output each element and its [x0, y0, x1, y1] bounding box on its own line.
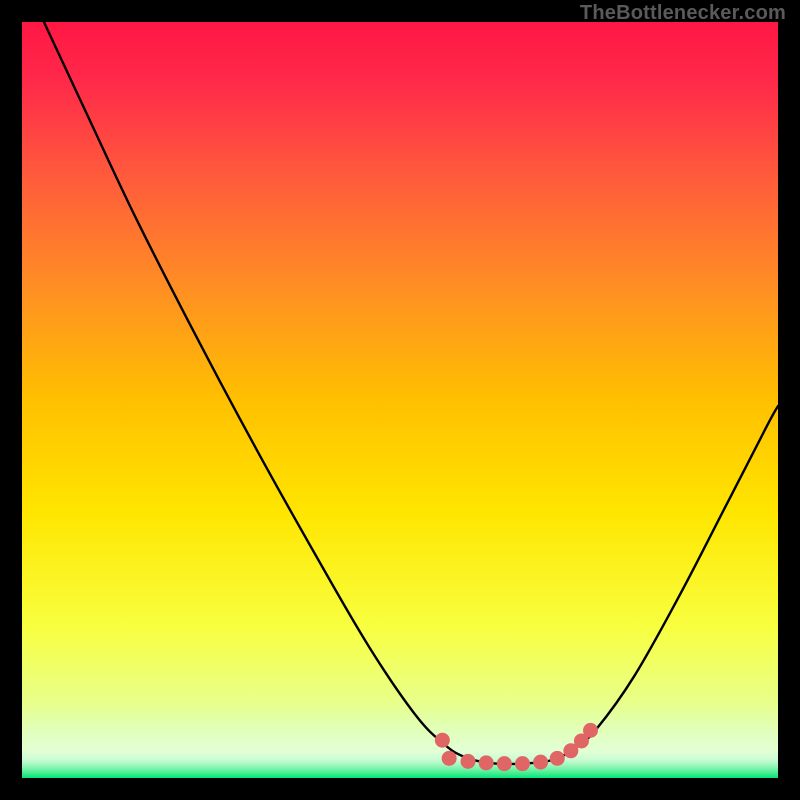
fit-marker: [435, 733, 450, 748]
fit-marker: [550, 751, 565, 766]
fit-marker: [497, 756, 512, 771]
fit-marker: [461, 754, 476, 769]
fit-marker: [442, 751, 457, 766]
fit-marker: [515, 756, 530, 771]
bottleneck-curve-chart: [22, 22, 778, 778]
fit-marker: [533, 755, 548, 770]
chart-background-haze: [22, 22, 778, 778]
chart-frame: [22, 22, 778, 778]
fit-marker: [479, 755, 494, 770]
fit-marker: [583, 723, 598, 738]
